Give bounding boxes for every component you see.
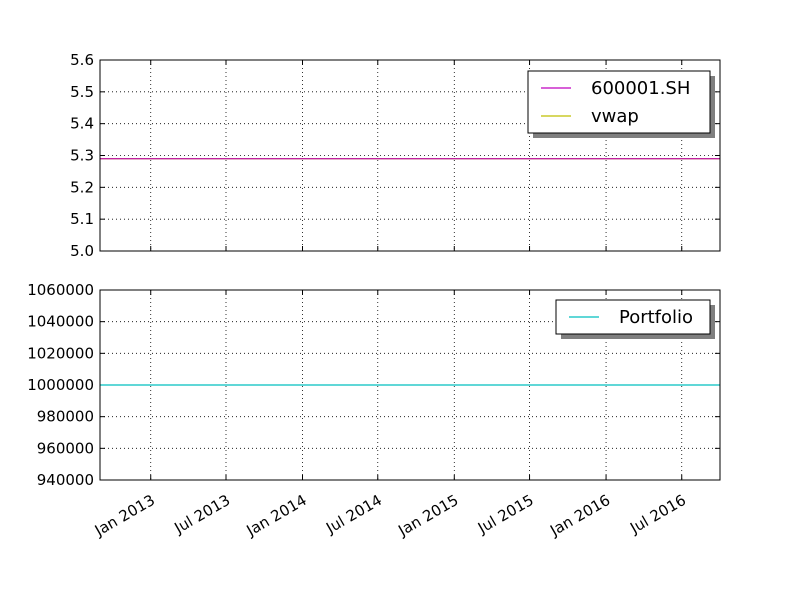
y-tick-label: 1000000 — [27, 376, 94, 394]
y-tick-label: 5.6 — [70, 51, 94, 69]
x-tick-label: Jul 2016 — [626, 491, 689, 538]
x-tick-label: Jan 2014 — [243, 491, 310, 540]
y-tick-label: 1040000 — [27, 313, 94, 331]
y-tick-label: 980000 — [37, 408, 94, 426]
legend-label: Portfolio — [619, 307, 693, 328]
x-tick-label: Jan 2013 — [91, 491, 158, 540]
x-tick-label: Jul 2014 — [322, 491, 385, 538]
y-tick-label: 5.5 — [70, 83, 94, 101]
y-tick-label: 5.4 — [70, 115, 94, 133]
y-tick-label: 1060000 — [27, 281, 94, 299]
y-tick-label: 5.0 — [70, 242, 94, 260]
x-tick-label: Jan 2015 — [394, 491, 461, 540]
y-tick-label: 5.1 — [70, 210, 94, 228]
y-tick-label: 1020000 — [27, 344, 94, 362]
x-tick-label: Jul 2015 — [474, 491, 537, 538]
x-tick-label: Jan 2016 — [546, 491, 613, 540]
legend-box — [527, 70, 711, 134]
price-panel: 5.0 5.1 5.2 5.3 5.4 5.5 5.6 600001.SH vwap — [70, 51, 721, 260]
legend-label: vwap — [591, 106, 639, 127]
y-tick-label: 960000 — [37, 439, 94, 457]
axes-frame — [99, 59, 721, 252]
x-tick-label: Jul 2013 — [171, 491, 234, 538]
y-tick-label: 5.2 — [70, 178, 94, 196]
legend-label: 600001.SH — [591, 78, 690, 99]
portfolio-panel: 940000 960000 980000 1000000 1020000 1040000 1… — [27, 281, 721, 540]
y-tick-label: 5.3 — [70, 147, 94, 165]
axes-frame — [99, 289, 721, 481]
y-tick-label: 940000 — [37, 471, 94, 489]
